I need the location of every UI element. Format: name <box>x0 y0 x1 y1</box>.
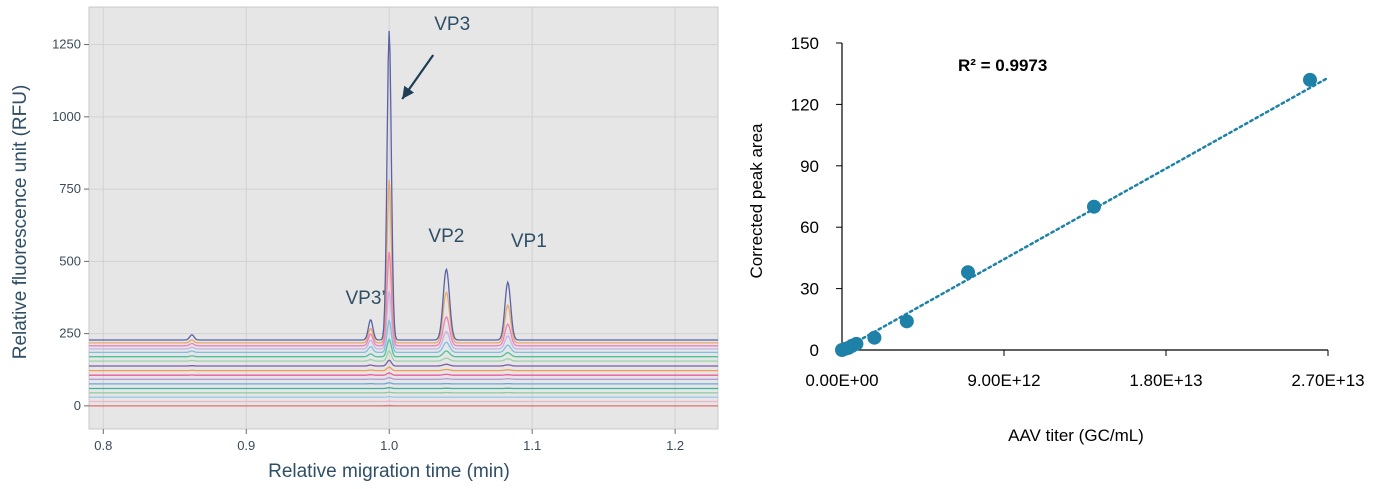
electropherogram-traces <box>89 30 718 407</box>
electropherogram-annotations: VP3 VP3’ VP2 VP1 <box>345 14 546 309</box>
x-tick-label: 0.00E+00 <box>805 371 878 390</box>
electropherogram-trace <box>89 382 718 385</box>
y-tick-label: 120 <box>791 95 819 114</box>
y-tick-label: 90 <box>800 157 819 176</box>
y-tick-label: 150 <box>791 34 819 53</box>
electropherogram-trace <box>89 387 718 390</box>
data-point <box>849 336 864 351</box>
x-tick-label: 0.8 <box>94 438 112 453</box>
calibration-points <box>835 72 1317 357</box>
electropherogram-axes <box>84 44 676 434</box>
electropherogram-trace <box>89 318 718 354</box>
y-tick-label: 30 <box>800 280 819 299</box>
x-tick-label: 9.00E+12 <box>967 371 1040 390</box>
x-tick-label: 1.1 <box>523 438 541 453</box>
electropherogram-trace <box>89 366 718 372</box>
y-tick-label: 1250 <box>52 37 81 52</box>
electropherogram-trace <box>89 350 718 362</box>
calibration-x-axis-label: AAV titer (GC/mL) <box>1008 426 1144 445</box>
electropherogram-trace <box>89 291 718 350</box>
y-tick-label: 60 <box>800 218 819 237</box>
y-tick-label: 500 <box>59 253 81 268</box>
calibration-y-axis-label: Corrected peak area <box>747 123 766 279</box>
x-tick-label: 1.80E+13 <box>1129 371 1202 390</box>
electropherogram-tick-labels: 0.8 0.9 1.0 1.1 1.2 0 250 500 750 1000 1250 <box>52 37 684 453</box>
electropherogram-trace <box>89 391 718 394</box>
data-point <box>1303 72 1317 87</box>
x-tick-label: 1.0 <box>380 438 398 453</box>
electropherogram-trace <box>89 372 718 376</box>
calibration-axes <box>836 42 1329 356</box>
electropherogram-trace <box>89 395 718 398</box>
electropherogram-trace <box>89 30 718 341</box>
x-tick-label: 0.9 <box>237 438 255 453</box>
y-tick-label: 750 <box>59 181 81 196</box>
calibration-tick-labels: 0 30 60 90 120 150 0.00E+00 9.00E+12 1.80E+13 2.7… <box>791 34 1365 390</box>
data-point <box>899 314 914 329</box>
data-point <box>1087 199 1101 214</box>
vp3-arrow-head <box>402 85 415 99</box>
peak-annotation-vp3: VP3 <box>434 14 470 35</box>
calibration-chart: 0 30 60 90 120 150 0.00E+00 9.00E+12 1.80E+13 2.7… <box>747 34 1365 445</box>
calibration-trendline <box>840 76 1330 352</box>
y-tick-label: 0 <box>810 341 819 360</box>
electropherogram-trace <box>89 251 718 347</box>
electropherogram-x-axis-label: Relative migration time (min) <box>268 461 510 482</box>
r-squared-label: R² = 0.9973 <box>958 56 1047 75</box>
peak-annotation-vp2: VP2 <box>428 226 464 247</box>
electropherogram-y-axis-label: Relative fluorescence unit (RFU) <box>10 85 31 360</box>
trendline <box>840 76 1330 352</box>
electropherogram-trace <box>89 376 718 380</box>
y-tick-label: 1000 <box>52 109 81 124</box>
y-tick-label: 0 <box>74 398 81 413</box>
data-point <box>961 265 975 280</box>
data-point <box>867 330 882 345</box>
electropherogram-trace <box>89 179 718 344</box>
x-tick-label: 2.70E+13 <box>1291 371 1364 390</box>
electropherogram-trace <box>89 359 718 367</box>
peak-annotation-vp1: VP1 <box>511 231 547 252</box>
electropherogram-plot-background <box>88 6 719 430</box>
electropherogram-trace <box>89 338 718 358</box>
x-tick-label: 1.2 <box>666 438 684 453</box>
y-tick-label: 250 <box>59 326 81 341</box>
peak-annotation-vp3: VP3’ <box>345 288 385 309</box>
